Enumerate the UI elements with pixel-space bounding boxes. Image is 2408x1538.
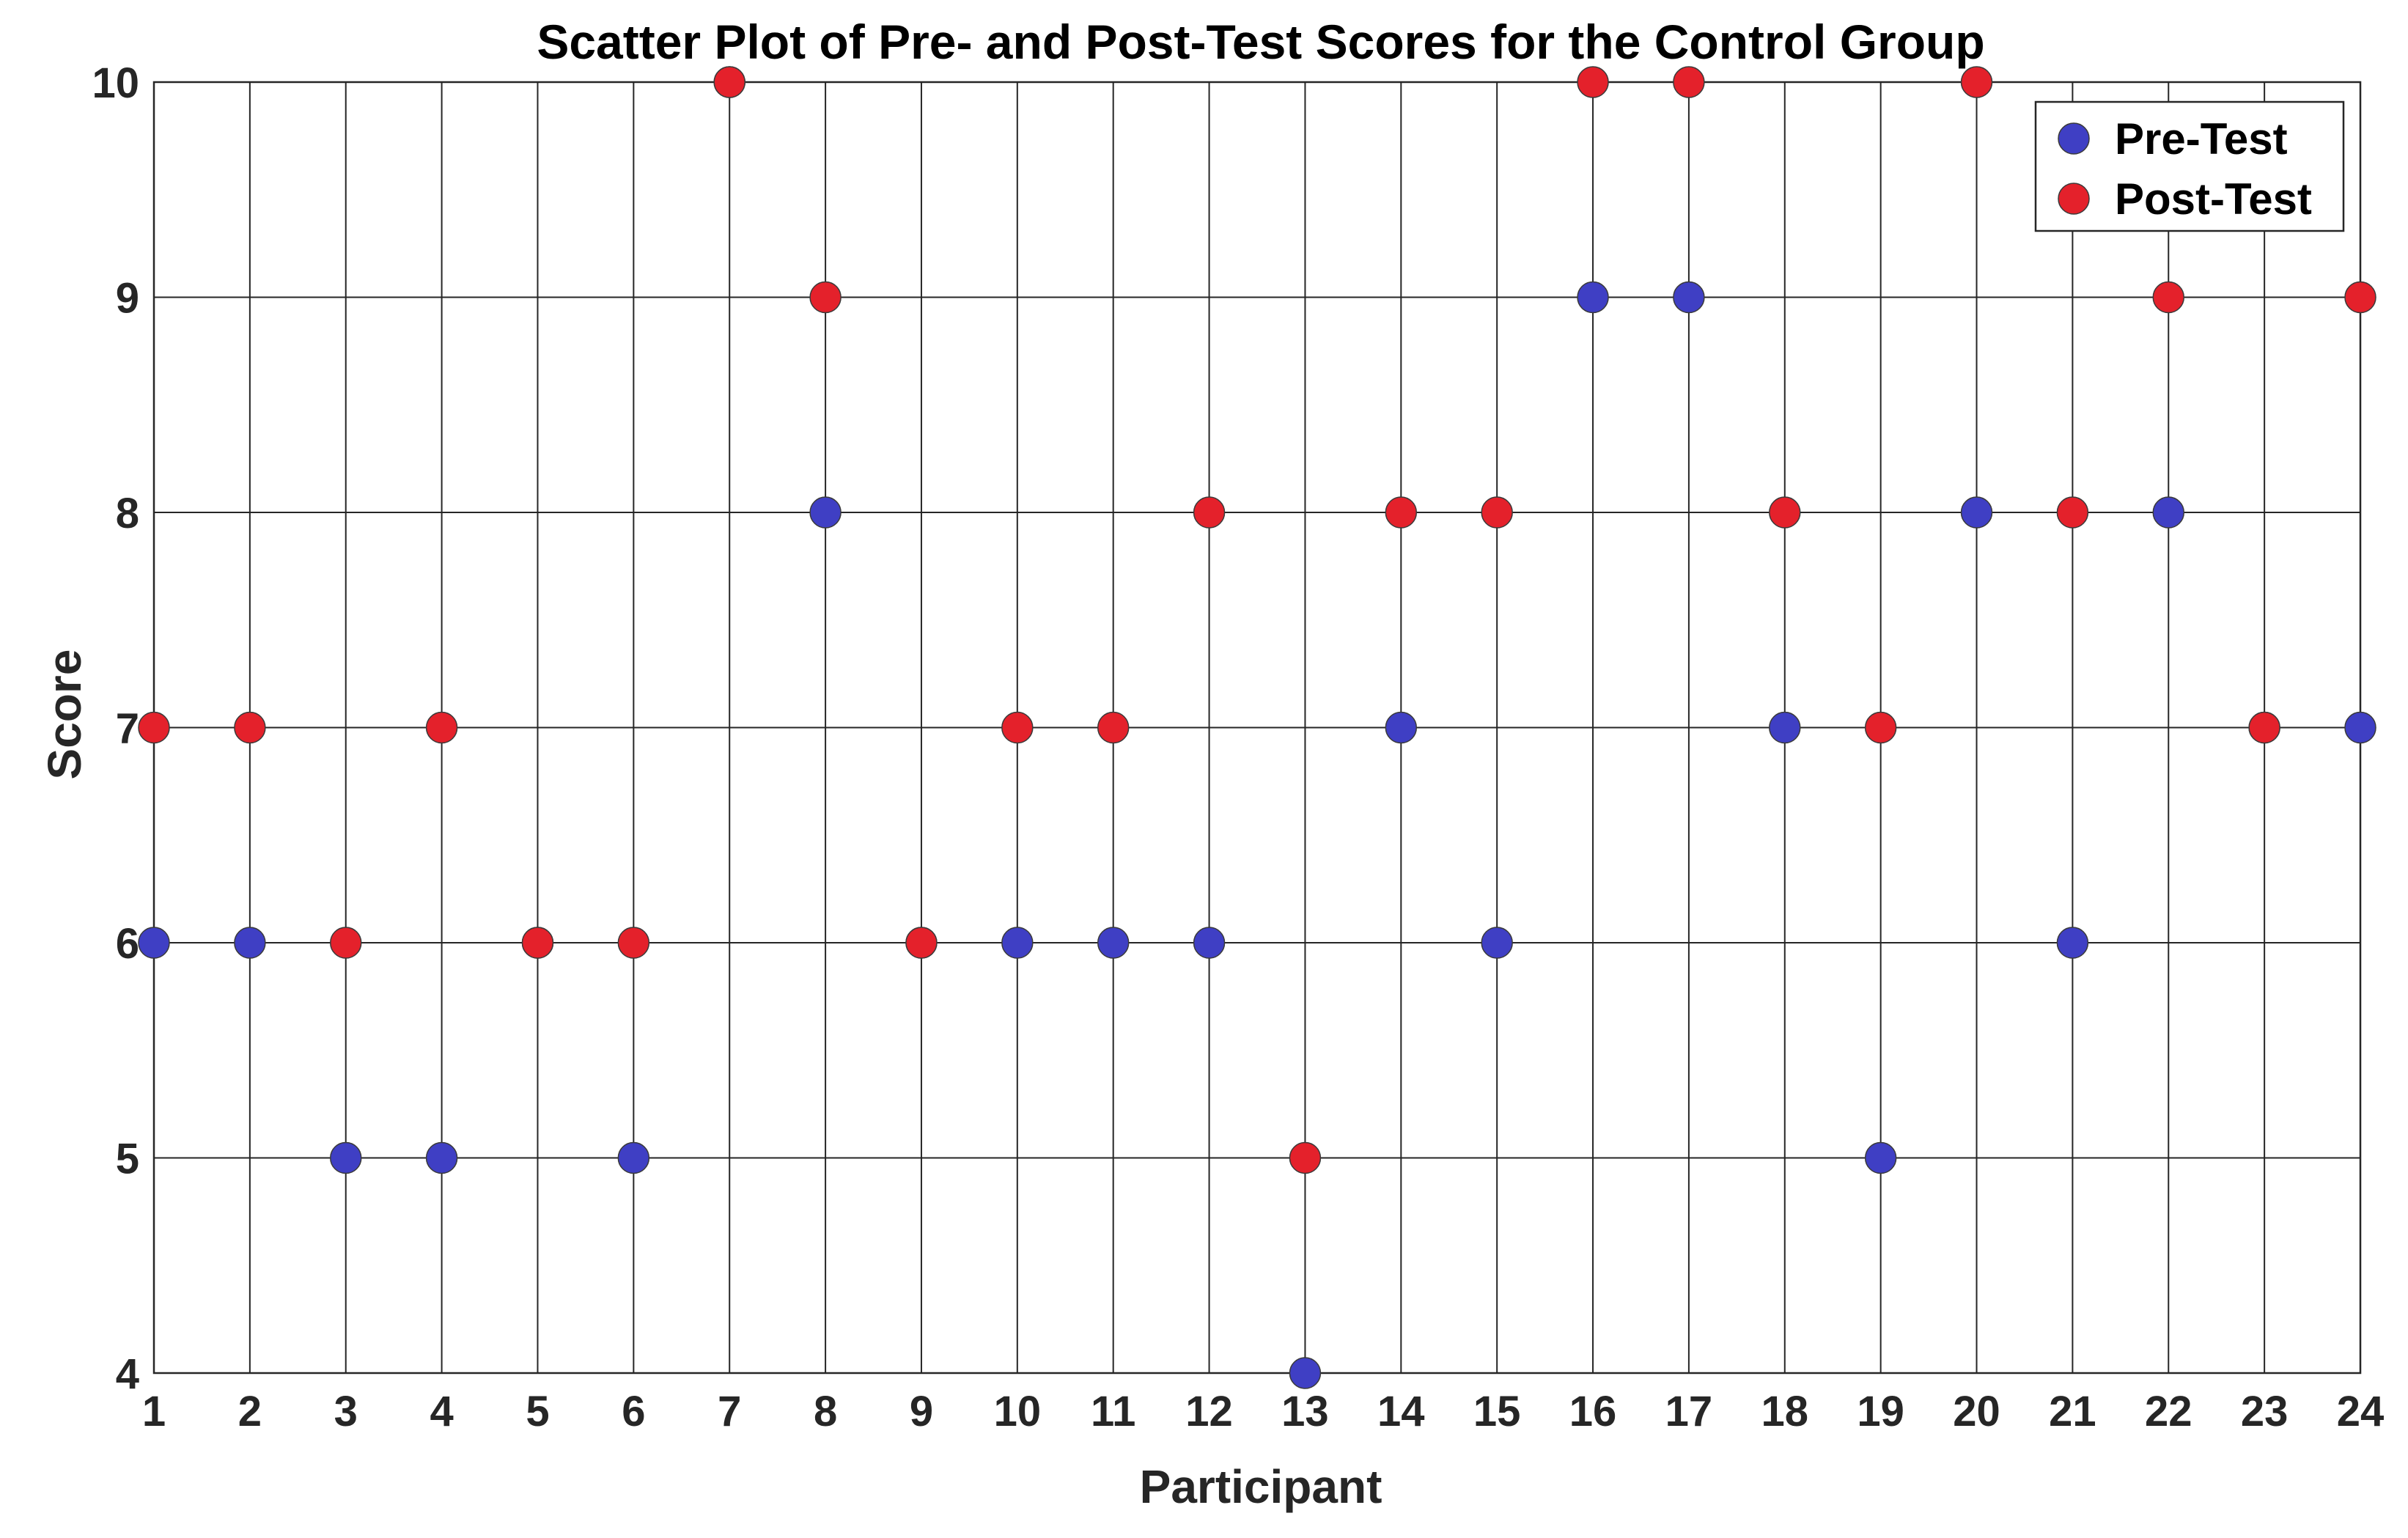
point-post-test — [425, 711, 458, 744]
point-pre-test — [2152, 496, 2185, 529]
x-tick-label: 17 — [1665, 1388, 1713, 1435]
y-tick-label: 10 — [92, 59, 139, 107]
y-tick-label: 5 — [116, 1136, 139, 1183]
data-points — [138, 66, 2376, 1389]
grid — [153, 81, 2361, 1374]
x-axis-ticks: 1 2 3 4 5 6 7 8 9 10 11 12 13 14 15 16 17 18 19 20 21 22 23 24 — [142, 1388, 2384, 1435]
point-post-test — [1960, 66, 1993, 98]
legend-label-pre-test: Pre-Test — [2115, 114, 2288, 163]
point-post-test — [1001, 711, 1034, 744]
point-pre-test — [2344, 711, 2376, 744]
y-axis-title: Score — [38, 650, 91, 780]
x-tick-label: 19 — [1857, 1388, 1904, 1435]
point-pre-test — [1289, 1357, 1322, 1389]
point-pre-test — [1097, 927, 1130, 959]
point-post-test — [234, 711, 266, 744]
point-pre-test — [1001, 927, 1034, 959]
x-tick-label: 21 — [2049, 1388, 2096, 1435]
x-tick-label: 6 — [622, 1388, 645, 1435]
x-tick-label: 10 — [994, 1388, 1042, 1435]
y-tick-label: 4 — [116, 1350, 139, 1398]
point-pre-test — [1673, 281, 1705, 314]
point-post-test — [1673, 66, 1705, 98]
y-tick-label: 6 — [116, 920, 139, 968]
point-post-test — [809, 281, 842, 314]
legend-box — [2034, 100, 2345, 232]
legend: Pre-Test Post-Test — [2034, 100, 2345, 232]
y-tick-label: 7 — [116, 705, 139, 753]
point-post-test — [1193, 496, 1226, 529]
point-post-test — [617, 927, 650, 959]
x-tick-label: 20 — [1953, 1388, 2000, 1435]
x-tick-label: 24 — [2337, 1388, 2385, 1435]
point-pre-test — [2056, 927, 2089, 959]
point-pre-test — [425, 1141, 458, 1174]
point-post-test — [521, 927, 554, 959]
point-post-test — [1577, 66, 1609, 98]
point-post-test — [713, 66, 745, 98]
x-tick-label: 11 — [1091, 1388, 1135, 1435]
legend-label-post-test: Post-Test — [2115, 174, 2312, 224]
point-post-test — [1769, 496, 1801, 529]
y-axis-ticks: 4 5 6 7 8 9 10 — [92, 59, 139, 1398]
x-tick-label: 5 — [526, 1388, 549, 1435]
x-tick-label: 15 — [1473, 1388, 1521, 1435]
point-post-test — [2344, 281, 2376, 314]
x-tick-label: 3 — [334, 1388, 358, 1435]
point-post-test — [905, 927, 938, 959]
point-post-test — [329, 927, 362, 959]
point-pre-test — [234, 927, 266, 959]
y-tick-label: 9 — [116, 275, 139, 323]
point-pre-test — [1577, 281, 1609, 314]
x-tick-label: 4 — [430, 1388, 453, 1435]
point-pre-test — [1385, 711, 1418, 744]
x-tick-label: 22 — [2145, 1388, 2192, 1435]
x-tick-label: 18 — [1761, 1388, 1809, 1435]
point-pre-test — [809, 496, 842, 529]
point-post-test — [1385, 496, 1418, 529]
x-tick-label: 9 — [910, 1388, 933, 1435]
point-pre-test — [617, 1141, 650, 1174]
point-post-test — [1864, 711, 1897, 744]
x-tick-label: 2 — [238, 1388, 262, 1435]
point-post-test — [1289, 1141, 1322, 1174]
point-pre-test — [138, 927, 170, 959]
point-post-test — [2152, 281, 2185, 314]
x-tick-label: 23 — [2241, 1388, 2289, 1435]
point-post-test — [2056, 496, 2089, 529]
x-tick-label: 7 — [718, 1388, 741, 1435]
y-tick-label: 8 — [116, 490, 139, 537]
point-pre-test — [1960, 496, 1993, 529]
legend-marker-pre-test — [2058, 122, 2090, 155]
point-pre-test — [1193, 927, 1226, 959]
x-tick-label: 13 — [1281, 1388, 1329, 1435]
point-pre-test — [329, 1141, 362, 1174]
point-pre-test — [1769, 711, 1801, 744]
x-tick-label: 1 — [142, 1388, 166, 1435]
x-tick-label: 16 — [1569, 1388, 1617, 1435]
point-post-test — [1097, 711, 1130, 744]
point-pre-test — [1864, 1141, 1897, 1174]
x-tick-label: 14 — [1377, 1388, 1425, 1435]
legend-marker-post-test — [2058, 183, 2090, 215]
point-post-test — [1481, 496, 1513, 529]
point-pre-test — [1481, 927, 1513, 959]
x-tick-label: 12 — [1185, 1388, 1233, 1435]
x-axis-title: Participant — [1140, 1460, 1382, 1513]
point-post-test — [2248, 711, 2280, 744]
x-tick-label: 8 — [814, 1388, 837, 1435]
chart-title: Scatter Plot of Pre- and Post-Test Score… — [537, 15, 1984, 69]
point-post-test — [138, 711, 170, 744]
